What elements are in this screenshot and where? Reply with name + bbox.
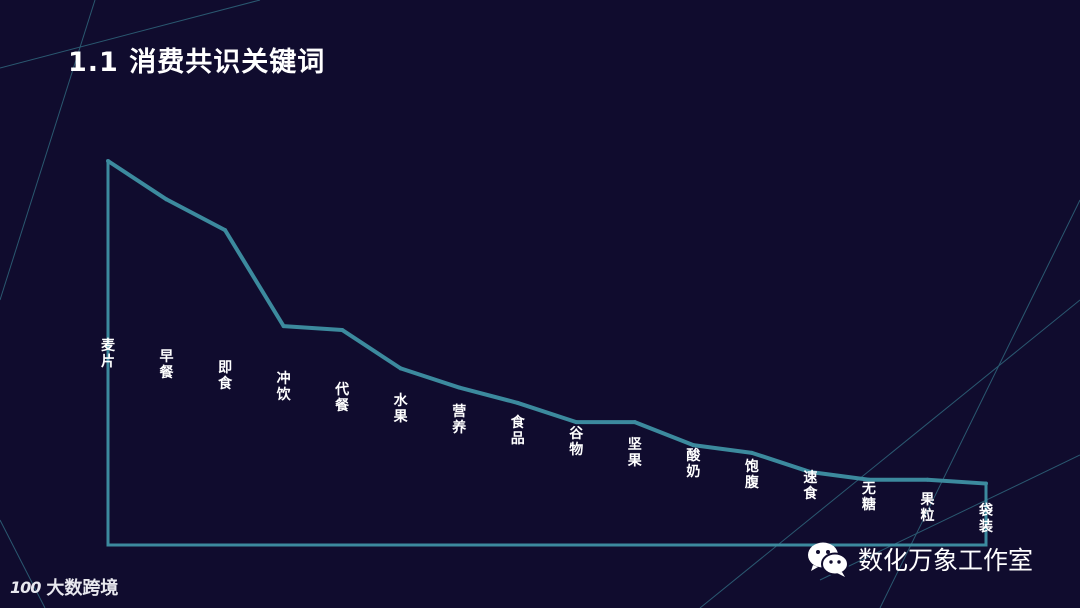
watermark-text: 数化万象工作室 — [858, 546, 1034, 575]
footer-logo: 100 大数跨境 — [10, 574, 118, 600]
category-label-11: 饱腹 — [745, 458, 760, 491]
data-point-8 — [574, 420, 579, 425]
category-label-3: 冲饮 — [276, 370, 292, 403]
data-point-14 — [925, 477, 930, 482]
data-point-15 — [984, 481, 988, 486]
category-label-9: 坚果 — [627, 437, 643, 469]
series-line — [106, 159, 987, 486]
data-point-10 — [691, 443, 696, 448]
category-label-14: 果粒 — [919, 492, 935, 524]
category-label-4: 代餐 — [334, 381, 350, 414]
category-label-0: 麦片 — [101, 337, 116, 370]
data-point-7 — [515, 400, 520, 405]
wechat-icon — [808, 542, 849, 577]
category-label-13: 无糖 — [861, 481, 876, 513]
data-point-4 — [340, 327, 345, 332]
decor-line — [0, 519, 46, 608]
category-label-7: 食品 — [511, 414, 526, 447]
wechat-watermark: 数化万象工作室 — [806, 540, 1033, 578]
logo-brand: 大数跨境 — [46, 578, 119, 599]
decor-line — [879, 199, 1080, 608]
data-point-12 — [808, 470, 813, 475]
data-point-5 — [398, 366, 403, 371]
data-point-0 — [106, 159, 110, 163]
data-point-3 — [281, 324, 286, 329]
decor-line — [0, 0, 261, 69]
data-point-9 — [632, 420, 637, 425]
category-label-5: 水果 — [393, 392, 409, 425]
data-point-1 — [164, 197, 169, 202]
page-title: 1.1 消费共识关键词 — [68, 47, 326, 78]
category-label-12: 速食 — [803, 469, 818, 502]
category-label-2: 即食 — [218, 360, 233, 392]
chart-baseline-frame — [106, 161, 988, 547]
category-label-1: 早餐 — [159, 349, 175, 381]
data-point-2 — [223, 228, 228, 233]
category-label-15: 袋装 — [978, 502, 994, 535]
decor-line — [819, 454, 1080, 581]
data-point-6 — [457, 385, 462, 390]
decor-line — [699, 299, 1080, 608]
decor-line — [0, 0, 96, 301]
logo-mark: 100 — [10, 577, 41, 597]
category-label-10: 酸奶 — [686, 447, 701, 480]
data-point-13 — [866, 477, 871, 482]
category-label-6: 营养 — [451, 403, 467, 436]
data-point-11 — [749, 450, 754, 455]
category-label-8: 谷物 — [569, 426, 584, 458]
